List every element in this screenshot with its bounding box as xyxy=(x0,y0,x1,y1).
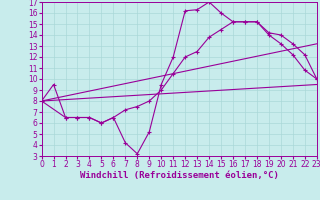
X-axis label: Windchill (Refroidissement éolien,°C): Windchill (Refroidissement éolien,°C) xyxy=(80,171,279,180)
